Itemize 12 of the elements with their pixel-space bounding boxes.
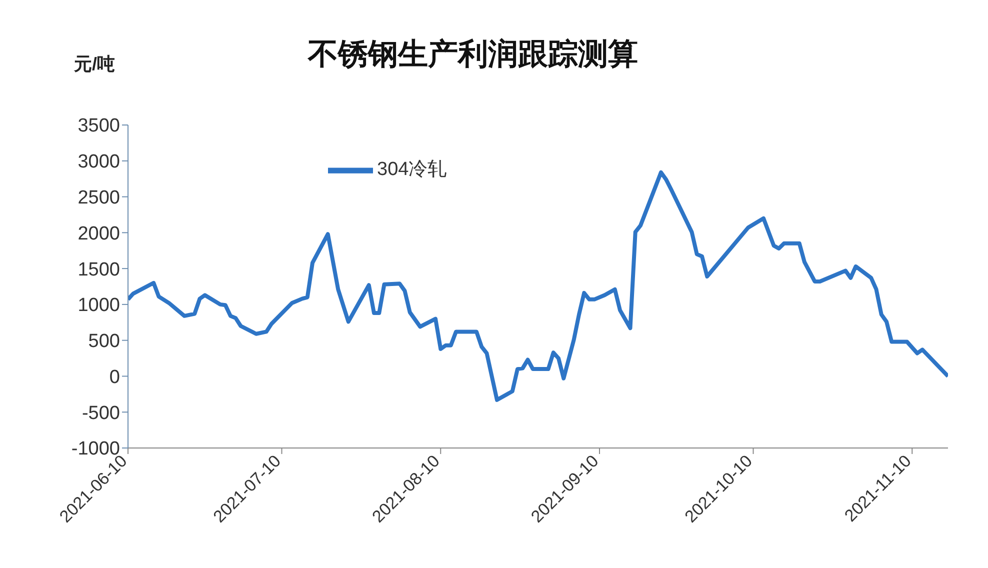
y-tick-label: 2500	[78, 188, 120, 209]
y-tick-label: 2000	[78, 223, 120, 244]
y-tick-label: 3500	[78, 116, 120, 137]
y-tick-label: 500	[88, 331, 120, 352]
y-tick-label: 1000	[78, 295, 120, 316]
y-tick-label: 3000	[78, 152, 120, 173]
y-tick-label: -500	[82, 402, 120, 424]
chart-title: 不锈钢生产利润跟踪测算	[308, 37, 638, 72]
y-tick-label: 1500	[78, 259, 120, 280]
y-tick-label: 0	[109, 366, 120, 388]
legend-label: 304冷轧	[377, 158, 447, 180]
y-axis-title: 元/吨	[74, 53, 116, 76]
